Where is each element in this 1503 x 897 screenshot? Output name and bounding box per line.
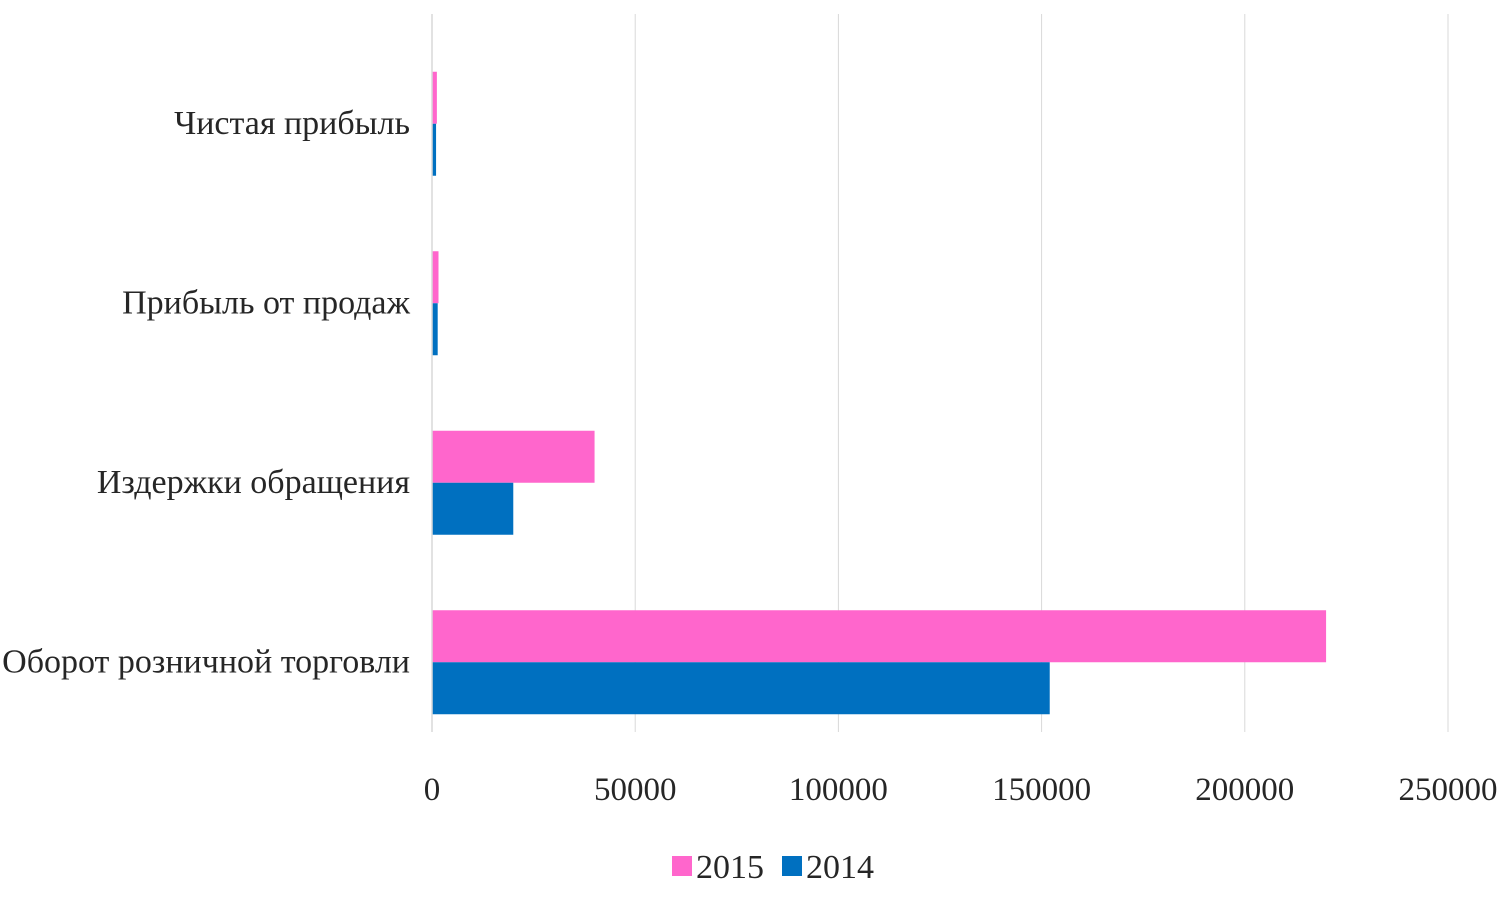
bar-2015-2 (432, 430, 595, 483)
bar-2015-1 (432, 251, 439, 304)
category-label: Прибыль от продаж (122, 284, 410, 321)
bar-2014-0 (432, 123, 437, 176)
bar-2014-2 (432, 482, 514, 535)
category-labels: Чистая прибыль Прибыль от продаж Издержки … (2, 105, 410, 681)
bar-2015-3 (432, 610, 1327, 663)
bars (432, 71, 1327, 715)
x-tick-label: 150000 (992, 772, 1091, 808)
bar-2015-0 (432, 71, 437, 124)
legend-label-2014: 2014 (806, 849, 874, 886)
x-tick-label: 250000 (1399, 772, 1498, 808)
legend-swatch-2015 (672, 856, 692, 876)
legend-label-2015: 2015 (696, 849, 764, 886)
category-label: Чистая прибыль (174, 105, 410, 142)
legend: 2015 2014 (672, 849, 874, 886)
category-label: Издержки обращения (97, 464, 411, 501)
category-label: Оборот розничной торговли (2, 643, 410, 680)
legend-swatch-2014 (782, 856, 802, 876)
x-tick-label: 0 (424, 772, 441, 808)
x-tick-label: 50000 (594, 772, 677, 808)
tick-labels: 0 50000 100000 150000 200000 250000 (424, 772, 1498, 808)
bar-2014-1 (432, 303, 438, 356)
x-tick-label: 100000 (789, 772, 888, 808)
x-tick-label: 200000 (1195, 772, 1294, 808)
bar-2014-3 (432, 662, 1050, 715)
